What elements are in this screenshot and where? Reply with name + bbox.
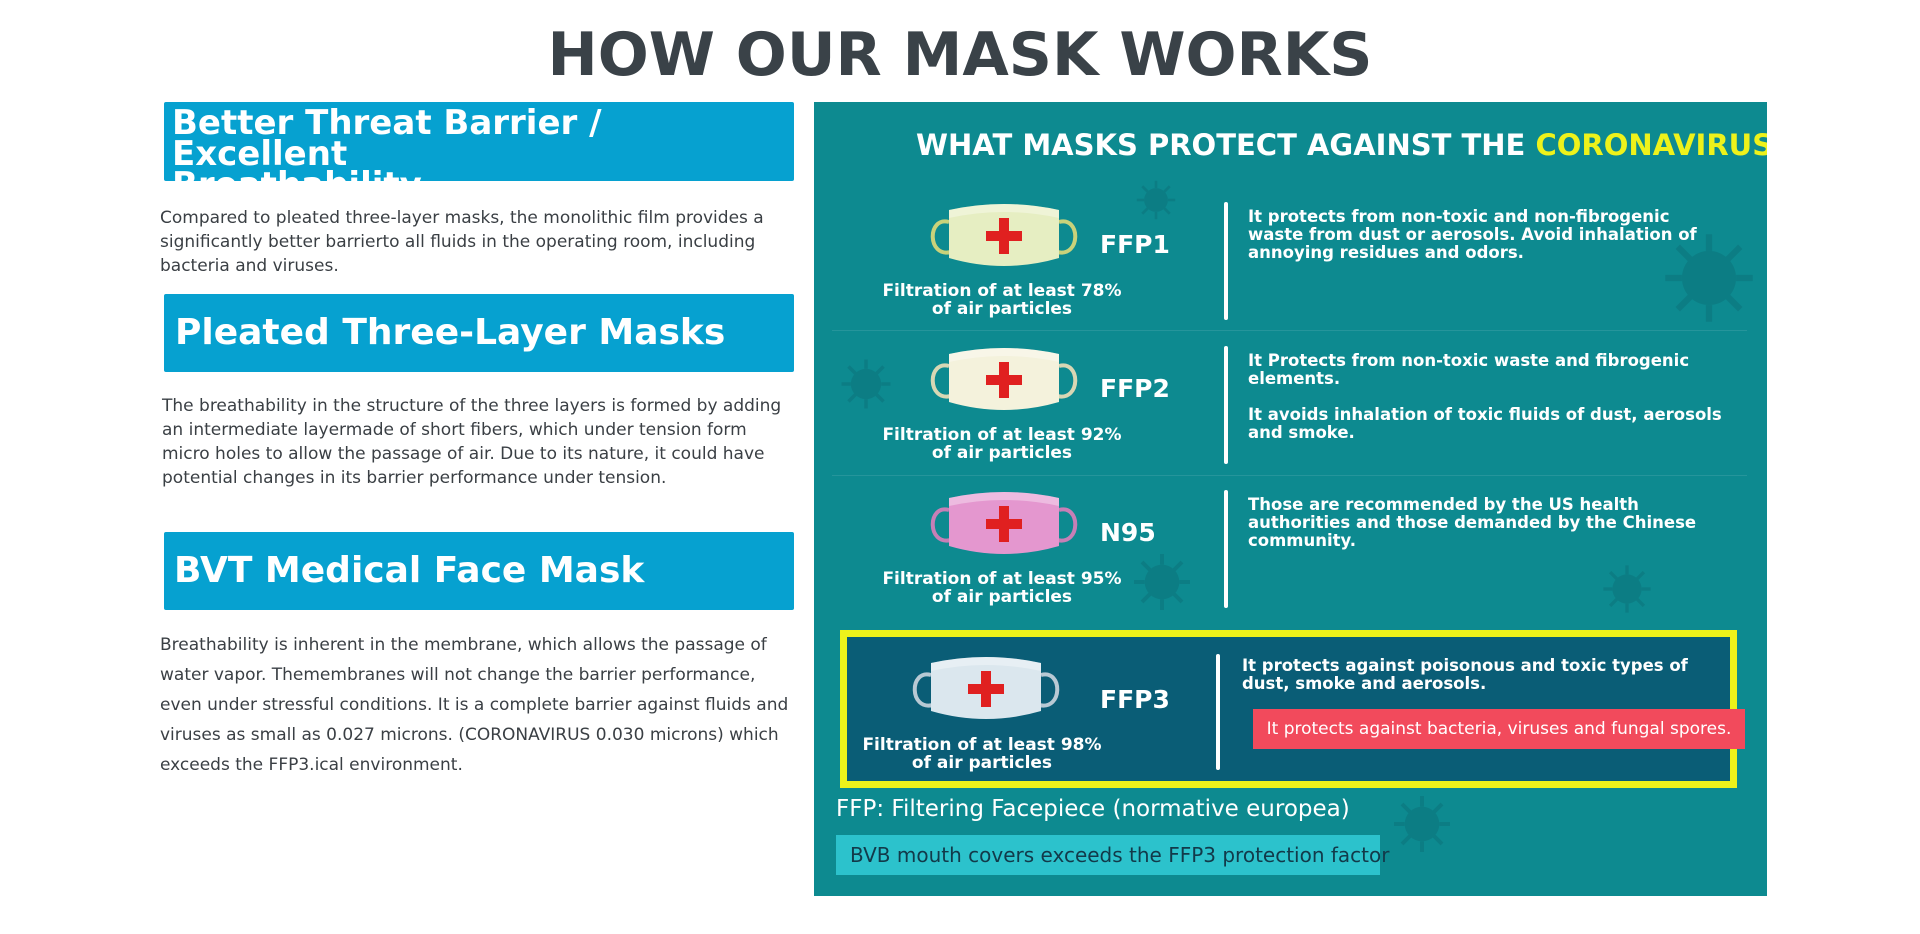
mask-description-text: It protects against poisonous and toxic … [1242,656,1688,693]
mask-description-text: It Protects from non-toxic waste and fib… [1248,351,1690,388]
mask-description: It protects from non-toxic and non-fibro… [1248,208,1728,262]
mask-row-ffp2: Filtration of at least 92% of air partic… [832,344,1747,486]
protection-banner: BVB mouth covers exceeds the FFP3 protec… [836,835,1389,875]
virus-icon [1603,565,1651,613]
section-heading-barrier-line2: Breathability [172,165,422,205]
section-body-bvt: Breathability is inherent in the membran… [160,635,789,775]
filtration-line2: of air particles [931,443,1073,463]
virus-icon [1134,554,1190,610]
mask-row-ffp1: Filtration of at least 78% of air partic… [832,200,1747,342]
mask-description-text-2: It avoids inhalation of toxic fluids of … [1248,405,1722,442]
section-body-pleated: The breathability in the structure of th… [162,396,782,488]
virus-icon [841,359,891,409]
mask-row-n95: Filtration of at least 95% of air partic… [832,488,1747,630]
page-title: HOW OUR MASK WORKS [547,20,1373,90]
mask-code: FFP1 [1100,230,1170,259]
mask-code: N95 [1100,518,1156,547]
red-cross-icon [968,671,1004,707]
section-heading-barrier: Better Threat Barrier / Excellent Breath… [164,102,794,202]
red-cross-icon [986,218,1022,254]
row-divider [1224,202,1228,320]
panel-title: WHAT MASKS PROTECT AGAINST THE CORONAVIR… [916,128,1767,162]
row-divider [1216,654,1220,770]
virus-icon [1665,234,1753,322]
alert-badge: It protects against bacteria, viruses an… [1253,709,1745,749]
mask-description: Those are recommended by the US health a… [1248,496,1728,550]
mask-icon [930,204,1078,266]
red-cross-icon [986,362,1022,398]
mask-description: It protects against poisonous and toxic … [1242,657,1722,693]
footnote: FFP: Filtering Facepiece (normative euro… [836,796,1350,822]
filtration-line1: Filtration of at least 78% [882,281,1122,301]
section-heading-barrier-line1: Better Threat Barrier / Excellent [172,103,602,174]
row-separator [832,330,1747,331]
filtration-label: Filtration of at least 78% of air partic… [867,282,1137,318]
mask-description: It Protects from non-toxic waste and fib… [1248,352,1728,442]
filtration-line2: of air particles [931,299,1073,319]
filtration-line1: Filtration of at least 98% [862,735,1102,755]
virus-icon [1136,180,1176,220]
panel-title-prefix: WHAT MASKS PROTECT AGAINST THE [916,128,1536,162]
filtration-line2: of air particles [931,587,1073,607]
mask-code: FFP3 [1100,685,1170,714]
panel-title-highlight: CORONAVIRUS? [1535,128,1767,162]
mask-icon [930,348,1078,410]
mask-icon [930,492,1078,554]
mask-icon [912,657,1060,719]
virus-icon [1394,796,1450,852]
filtration-line1: Filtration of at least 92% [882,425,1122,445]
section-heading-bvt: BVT Medical Face Mask [164,532,794,610]
filtration-line2: of air particles [911,753,1053,773]
ffp3-highlight-box: Filtration of at least 98% of air partic… [840,630,1745,788]
row-separator [832,475,1747,476]
mask-description-text: Those are recommended by the US health a… [1248,495,1697,550]
filtration-label: Filtration of at least 92% of air partic… [867,426,1137,462]
section-body-barrier: Compared to pleated three-layer masks, t… [160,208,764,276]
mask-code: FFP2 [1100,374,1170,403]
red-cross-icon [986,506,1022,542]
mask-description-text: It protects from non-toxic and non-fibro… [1248,207,1697,262]
row-divider [1224,490,1228,608]
mask-comparison-panel: WHAT MASKS PROTECT AGAINST THE CORONAVIR… [814,102,1767,896]
section-heading-pleated: Pleated Three-Layer Masks [164,294,794,372]
filtration-label: Filtration of at least 95% of air partic… [867,570,1137,606]
filtration-line1: Filtration of at least 95% [882,569,1122,589]
filtration-label: Filtration of at least 98% of air partic… [847,736,1117,772]
row-divider [1224,346,1228,464]
